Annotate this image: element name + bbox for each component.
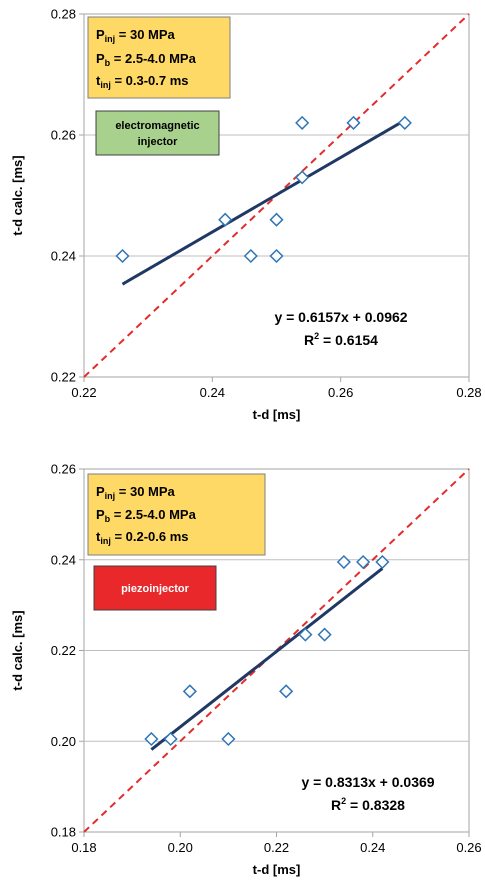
- r-squared: R2 = 0.8328: [331, 796, 405, 813]
- conditions-box: [87, 473, 266, 556]
- conditions-box: [87, 16, 231, 99]
- trendline: [150, 567, 384, 751]
- data-point: [336, 554, 351, 570]
- data-point: [182, 684, 197, 699]
- injector-tag-line-1: piezoinjector: [121, 583, 190, 595]
- x-axis-label: t-d [ms]: [253, 407, 301, 422]
- data-point: [317, 627, 332, 642]
- condition-p-b: Pb = 2.5-4.0 MPa: [96, 507, 197, 524]
- data-point: [221, 731, 236, 747]
- x-tick-label: 0.18: [71, 840, 96, 855]
- data-point: [269, 212, 284, 227]
- y-axis-label: t-d calc. [ms]: [10, 155, 25, 235]
- injector-tag: [93, 565, 217, 611]
- data-point: [295, 170, 310, 185]
- x-tick-label: 0.24: [200, 385, 225, 400]
- data-point: [269, 248, 284, 264]
- data-point: [346, 115, 361, 130]
- data-point: [295, 115, 310, 130]
- y-tick-label: 0.20: [51, 734, 76, 749]
- x-tick-label: 0.24: [360, 840, 385, 855]
- data-point: [298, 627, 313, 642]
- chart-piezo: 0.18 0.20 0.22 0.24 0.26 0.18 0.20 0.22 0.24 0.2…: [10, 462, 482, 878]
- y-tick-label: 0.24: [51, 552, 76, 567]
- r-squared: R2 = 0.6154: [304, 331, 378, 348]
- y-tick-label: 0.26: [51, 128, 76, 143]
- chart-electromagnetic: 0.22 0.24 0.26 0.28 0.22 0.24 0.26 0.28 t-d [m…: [10, 7, 482, 423]
- trendline-equation: y = 0.8313x + 0.0369: [301, 774, 434, 790]
- data-point: [163, 731, 178, 747]
- trendline: [121, 118, 406, 286]
- y-axis-label: t-d calc. [ms]: [10, 610, 25, 690]
- x-tick-label: 0.20: [168, 840, 193, 855]
- trendline-equation: y = 0.6157x + 0.0962: [274, 309, 407, 325]
- data-point: [279, 684, 294, 699]
- y-tick-label: 0.26: [51, 462, 76, 477]
- data-point: [375, 554, 390, 570]
- x-tick-label: 0.22: [71, 385, 96, 400]
- y-tick-label: 0.22: [51, 370, 76, 385]
- x-axis-label: t-d [ms]: [253, 862, 301, 877]
- x-tick-label: 0.26: [456, 840, 481, 855]
- injector-tag-line-2: injector: [138, 136, 178, 148]
- x-tick-label: 0.26: [328, 385, 353, 400]
- data-point: [115, 248, 130, 264]
- y-tick-label: 0.18: [51, 825, 76, 840]
- injector-tag: [95, 110, 220, 156]
- injector-tag-line-1: electromagnetic: [115, 120, 199, 132]
- condition-p-inj: Pinj = 30 MPa: [96, 484, 176, 501]
- data-point: [356, 554, 371, 570]
- condition-t-inj: tinj = 0.2-0.6 ms: [96, 529, 189, 546]
- y-tick-label: 0.24: [51, 249, 76, 264]
- condition-p-inj: Pinj = 30 MPa: [96, 27, 176, 44]
- condition-p-b: Pb = 2.5-4.0 MPa: [96, 51, 197, 68]
- data-point: [243, 248, 258, 264]
- x-tick-label: 0.22: [264, 840, 289, 855]
- data-point: [218, 212, 233, 227]
- y-tick-label: 0.28: [51, 7, 76, 22]
- y-tick-label: 0.22: [51, 643, 76, 658]
- data-point: [397, 115, 412, 130]
- data-point: [144, 731, 159, 747]
- x-tick-label: 0.28: [456, 385, 481, 400]
- condition-t-inj: tinj = 0.3-0.7 ms: [96, 73, 189, 90]
